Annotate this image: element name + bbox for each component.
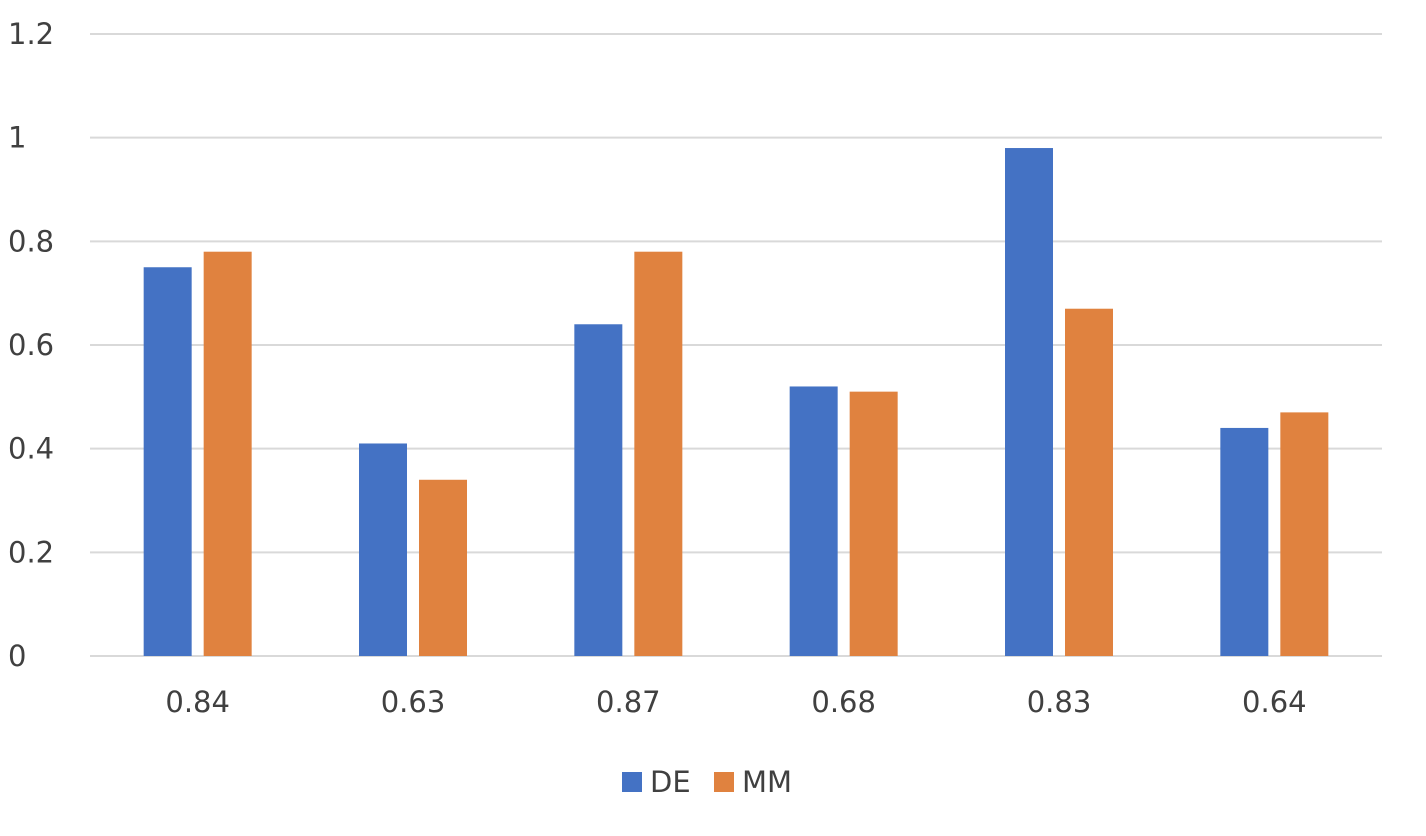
x-tick-label: 0.83	[1027, 685, 1092, 719]
bar-de-0.63	[359, 443, 407, 656]
legend-label-mm: MM	[742, 765, 792, 799]
x-axis-tick-labels: 0.84 0.63 0.87 0.68 0.83 0.64	[165, 685, 1306, 719]
y-tick-label: 0	[8, 639, 26, 673]
legend-swatch-de	[622, 772, 642, 792]
x-tick-label: 0.87	[596, 685, 661, 719]
x-tick-label: 0.63	[381, 685, 446, 719]
bars	[143, 148, 1329, 657]
bar-mm-0.68	[849, 391, 898, 656]
y-tick-label: 1	[8, 121, 26, 155]
bar-de-0.84	[143, 267, 192, 656]
bar-mm-0.63	[419, 479, 467, 656]
y-tick-label: 0.4	[8, 432, 54, 466]
bar-mm-0.87	[634, 251, 683, 656]
bar-de-0.83	[1005, 148, 1053, 657]
x-tick-label: 0.84	[165, 685, 230, 719]
y-tick-label: 0.8	[8, 224, 54, 258]
y-tick-label: 0.6	[8, 328, 54, 362]
bar-mm-0.84	[203, 251, 252, 656]
legend-swatch-mm	[714, 772, 734, 792]
bar-de-0.64	[1220, 427, 1269, 656]
bar-mm-0.64	[1280, 412, 1329, 656]
bar-de-0.68	[789, 386, 838, 656]
y-axis-tick-labels: 0 0.2 0.4 0.6 0.8 1 1.2	[8, 17, 54, 673]
gridlines	[90, 33, 1382, 657]
legend: DE MM	[622, 765, 792, 799]
bar-de-0.87	[574, 324, 623, 656]
y-tick-label: 0.2	[8, 535, 54, 569]
legend-label-de: DE	[650, 765, 691, 799]
y-tick-label: 1.2	[8, 17, 54, 51]
bar-mm-0.83	[1065, 308, 1113, 656]
x-tick-label: 0.68	[811, 685, 876, 719]
x-tick-label: 0.64	[1242, 685, 1307, 719]
